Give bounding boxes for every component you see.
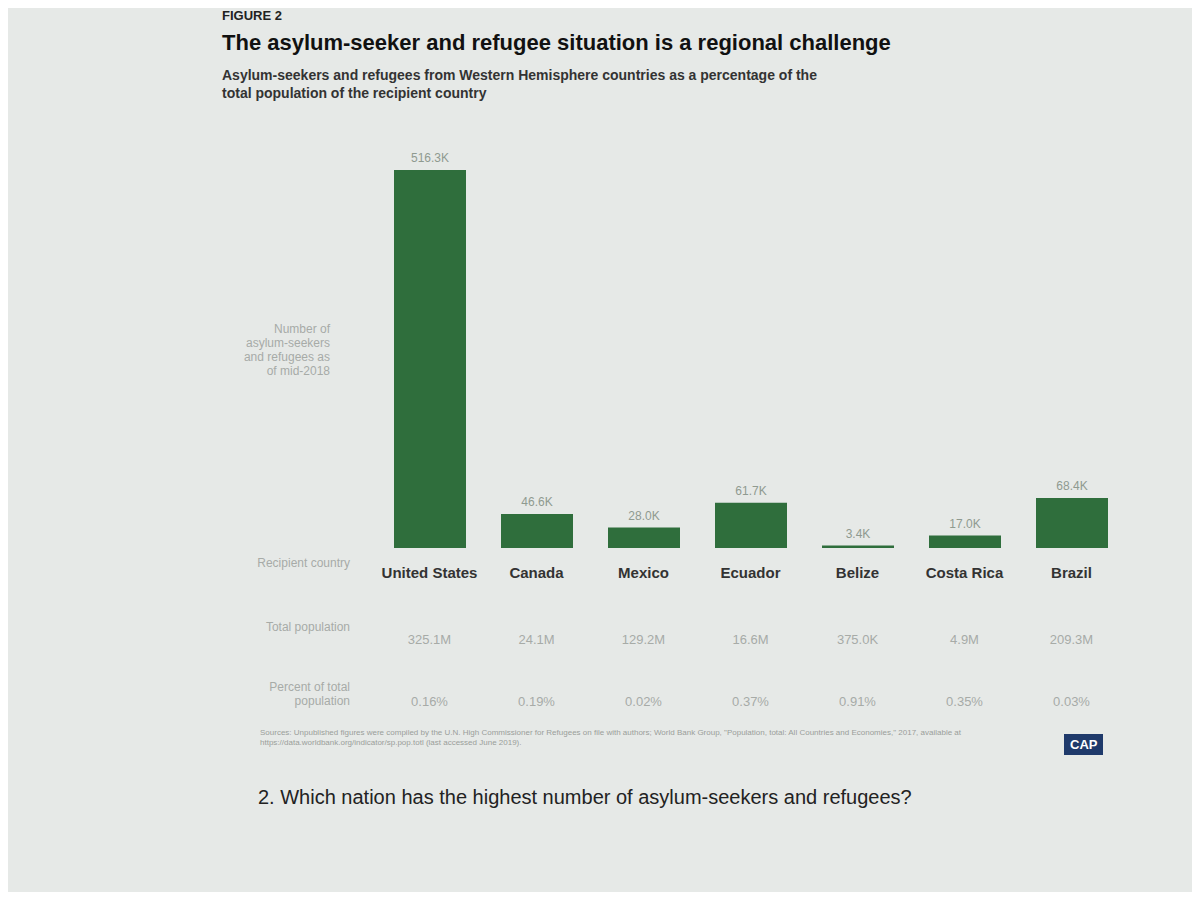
- svg-text:United States: United States: [382, 564, 478, 581]
- svg-text:129.2M: 129.2M: [622, 632, 665, 647]
- svg-text:17.0K: 17.0K: [949, 517, 980, 531]
- svg-text:4.9M: 4.9M: [950, 632, 979, 647]
- svg-text:Mexico: Mexico: [618, 564, 669, 581]
- html-text:FIGURE 2: FIGURE 2: [222, 8, 282, 23]
- svg-text:0.03%: 0.03%: [1053, 694, 1090, 709]
- svg-text:0.37%: 0.37%: [732, 694, 769, 709]
- html-text:Percent of total population: Percent of total population: [269, 680, 350, 708]
- html-text:CAP: CAP: [1070, 737, 1098, 752]
- svg-text:0.16%: 0.16%: [411, 694, 448, 709]
- html-text:Sources: Unpublished figures w: Sources: Unpublished figures were compil…: [260, 728, 961, 747]
- html-text:2. Which nation has the highes: 2. Which nation has the highest number o…: [258, 786, 912, 808]
- svg-text:3.4K: 3.4K: [846, 527, 871, 541]
- svg-text:0.35%: 0.35%: [946, 694, 983, 709]
- svg-text:0.91%: 0.91%: [839, 694, 876, 709]
- svg-text:209.3M: 209.3M: [1050, 632, 1093, 647]
- html-text:Asylum-seekers and refugees fr: Asylum-seekers and refugees from Western…: [222, 67, 817, 101]
- svg-text:Belize: Belize: [836, 564, 879, 581]
- svg-text:325.1M: 325.1M: [408, 632, 451, 647]
- html-text:Total population: Total population: [265, 620, 350, 634]
- svg-text:Ecuador: Ecuador: [720, 564, 780, 581]
- svg-text:0.19%: 0.19%: [518, 694, 555, 709]
- svg-text:61.7K: 61.7K: [735, 484, 766, 498]
- svg-text:516.3K: 516.3K: [411, 151, 449, 165]
- svg-text:0.02%: 0.02%: [625, 694, 662, 709]
- html-text:The asylum-seeker and refugee: The asylum-seeker and refugee situation …: [222, 30, 891, 55]
- svg-text:Costa Rica: Costa Rica: [926, 564, 1004, 581]
- svg-text:46.6K: 46.6K: [521, 495, 552, 509]
- svg-text:375.0K: 375.0K: [837, 632, 879, 647]
- svg-text:Brazil: Brazil: [1051, 564, 1092, 581]
- svg-text:Canada: Canada: [509, 564, 564, 581]
- svg-text:16.6M: 16.6M: [732, 632, 768, 647]
- svg-text:28.0K: 28.0K: [628, 509, 659, 523]
- html-text:Recipient country: Recipient country: [257, 556, 350, 570]
- html-text:Number of asylum-seekers and r: Number of asylum-seekers and refugees as…: [243, 322, 330, 378]
- svg-text:68.4K: 68.4K: [1056, 479, 1087, 493]
- svg-text:24.1M: 24.1M: [518, 632, 554, 647]
